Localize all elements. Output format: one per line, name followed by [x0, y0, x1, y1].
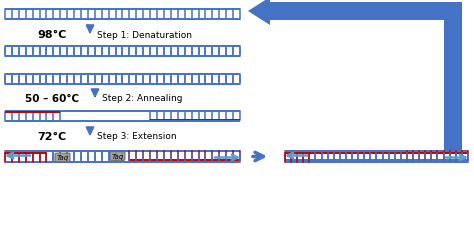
- Text: Step 1: Denaturation: Step 1: Denaturation: [97, 30, 192, 39]
- Text: 72°C: 72°C: [37, 132, 67, 141]
- Text: 50 – 60°C: 50 – 60°C: [25, 94, 79, 104]
- Text: Step 2: Annealing: Step 2: Annealing: [102, 94, 182, 103]
- Polygon shape: [270, 3, 462, 21]
- Polygon shape: [248, 0, 270, 26]
- Text: Step 3: Extension: Step 3: Extension: [97, 132, 177, 141]
- Text: Taq: Taq: [56, 155, 69, 161]
- Text: 98°C: 98°C: [37, 30, 67, 40]
- Text: Taq: Taq: [111, 154, 124, 159]
- Polygon shape: [444, 21, 462, 154]
